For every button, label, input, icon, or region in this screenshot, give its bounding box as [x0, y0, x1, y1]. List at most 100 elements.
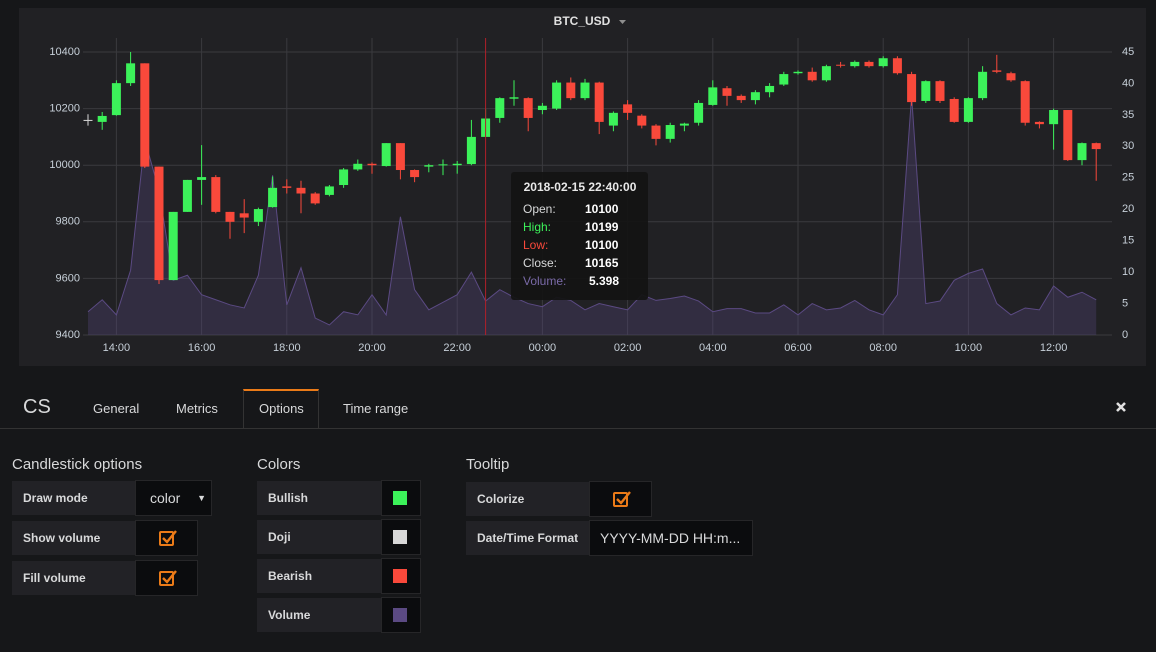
- candle-body: [268, 187, 278, 208]
- x-tick-label: 20:00: [358, 342, 386, 354]
- candle-body: [679, 123, 689, 126]
- candle-body: [211, 177, 221, 212]
- candle-body: [935, 81, 945, 101]
- candle-body: [992, 70, 1002, 72]
- active-tab: [243, 389, 319, 429]
- tab[interactable]: Time range: [343, 401, 409, 416]
- tooltip-value: 10100: [585, 238, 619, 252]
- tab[interactable]: General: [93, 401, 140, 416]
- candle-body: [779, 74, 789, 85]
- candle-body: [878, 58, 888, 67]
- candle-body: [410, 170, 420, 178]
- chart-title[interactable]: BTC_USD: [554, 14, 611, 28]
- x-tick-label: 04:00: [699, 342, 727, 354]
- y2-tick-label: 25: [1122, 172, 1134, 184]
- candle-body: [168, 211, 178, 281]
- y2-tick-label: 45: [1122, 46, 1134, 58]
- candle-body: [381, 143, 391, 167]
- candle-body: [438, 164, 448, 166]
- candle-body: [765, 85, 775, 93]
- tab[interactable]: Options: [259, 401, 304, 416]
- candle-body: [282, 186, 292, 188]
- candle-body: [836, 64, 846, 66]
- candle-body: [140, 63, 150, 167]
- y2-tick-label: 20: [1122, 203, 1134, 215]
- y-tick-label: 9800: [56, 216, 80, 228]
- x-tick-label: 18:00: [273, 342, 301, 354]
- candle-body: [1006, 73, 1016, 81]
- section-title: Candlestick options: [12, 456, 143, 473]
- x-tick-label: 06:00: [784, 342, 812, 354]
- candle-body: [978, 71, 988, 99]
- candle-body: [452, 163, 462, 166]
- caret: ▼: [197, 493, 206, 503]
- tooltip-label: Open:: [523, 202, 556, 216]
- candle-body: [580, 82, 590, 99]
- format-input[interactable]: YYYY-MM-DD HH:m...: [589, 520, 753, 556]
- candle-body: [736, 95, 746, 101]
- x-tick-label: 02:00: [614, 342, 642, 354]
- candle-body: [793, 71, 803, 74]
- candle-body: [850, 61, 860, 67]
- x-tick-label: 22:00: [443, 342, 471, 354]
- section-title: Tooltip: [466, 456, 510, 473]
- checkbox[interactable]: [135, 560, 198, 596]
- candle-body: [97, 115, 107, 122]
- candle-body: [651, 125, 661, 139]
- swatch: [393, 530, 407, 544]
- color-picker[interactable]: [381, 519, 421, 555]
- candle-body: [537, 105, 547, 111]
- tooltip: [511, 172, 648, 300]
- candle-body: [694, 102, 704, 123]
- y-tick-label: 10200: [49, 103, 80, 115]
- candle-body: [637, 115, 647, 126]
- candle-body: [963, 98, 973, 122]
- y2-tick-label: 5: [1122, 297, 1128, 309]
- checkbox[interactable]: [135, 520, 198, 556]
- y2-tick-label: 35: [1122, 109, 1134, 121]
- checkbox[interactable]: [589, 481, 652, 517]
- label: Volume: [257, 598, 383, 632]
- tooltip-value: 10199: [585, 220, 619, 234]
- input-value: YYYY-MM-DD HH:m...: [600, 530, 741, 546]
- candle-body: [665, 125, 675, 139]
- candle-body: [296, 187, 306, 194]
- select-value: color: [150, 490, 181, 506]
- candle-body: [253, 209, 263, 222]
- candle-body: [1049, 110, 1059, 125]
- draw-mode-select[interactable]: color ▼: [135, 480, 212, 516]
- volume-line: [87, 95, 1097, 326]
- tooltip-value: 5.398: [589, 274, 619, 288]
- color-picker[interactable]: [381, 480, 421, 516]
- swatch: [393, 491, 407, 505]
- candle-body: [126, 63, 136, 84]
- color-picker[interactable]: [381, 597, 421, 633]
- candle-body: [623, 104, 633, 113]
- tab[interactable]: Metrics: [176, 401, 218, 416]
- candle-body: [367, 163, 377, 166]
- candle-body: [111, 83, 121, 116]
- candle-body: [1020, 81, 1030, 123]
- candle-body: [466, 136, 476, 165]
- color-picker[interactable]: [381, 558, 421, 594]
- candle-body: [594, 82, 604, 122]
- y2-tick-label: 15: [1122, 235, 1134, 247]
- tooltip-label: High:: [523, 220, 551, 234]
- tooltip-date: 2018-02-15 22:40:00: [524, 180, 637, 194]
- candle-body: [722, 88, 732, 96]
- label: Show volume: [12, 521, 136, 555]
- swatch: [393, 569, 407, 583]
- volume-area: [88, 96, 1097, 336]
- y-tick-label: 9400: [56, 329, 80, 341]
- y-tick-label: 10400: [49, 46, 80, 58]
- candle-body: [566, 82, 576, 99]
- label: Bearish: [257, 559, 383, 593]
- swatch: [393, 608, 407, 622]
- dropdown-caret[interactable]: [619, 20, 626, 24]
- close-button[interactable]: [1115, 401, 1127, 413]
- check-icon: [613, 491, 631, 507]
- label: Bullish: [257, 481, 383, 515]
- candle-body: [807, 71, 817, 81]
- candle-body: [821, 66, 831, 81]
